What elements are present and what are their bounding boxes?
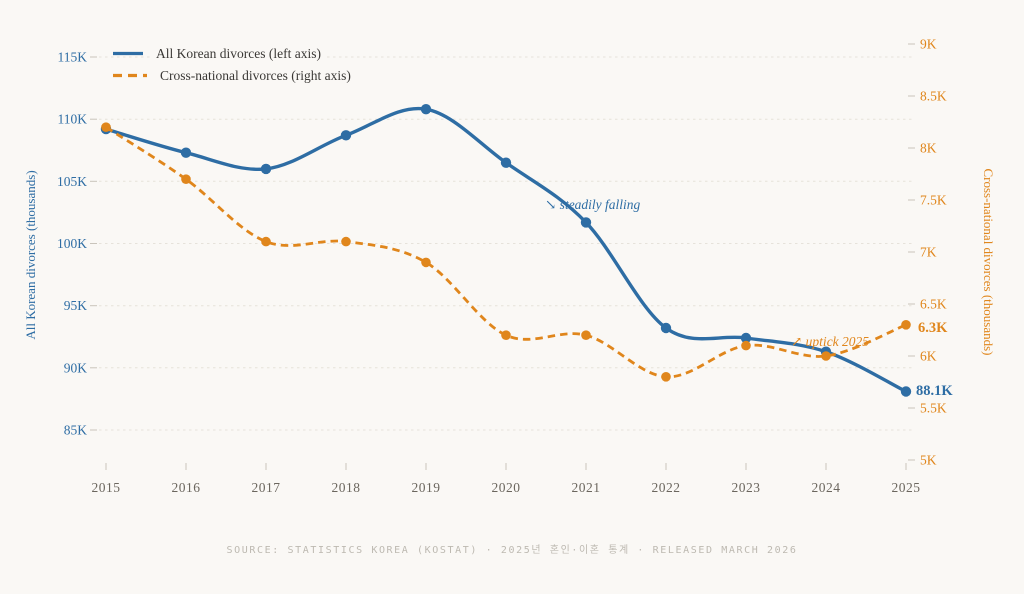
left-axis-tick-label: 115K [58,50,88,65]
legend-item-cross-national-divorces: Cross-national divorces (right axis) [112,68,354,83]
data-label-cross-national-2025: 6.3K [918,320,948,336]
right-axis-tick-label: 6.5K [920,297,947,312]
annotation-uptick-2025: ↗ uptick 2025 [791,334,870,349]
x-axis-year-label: 2021 [572,480,601,495]
all-korean-point-2023 [740,332,752,344]
all-korean-point-2021 [580,217,592,228]
all-korean-point-2022 [660,322,672,334]
cross-national-point-2025 [901,320,911,330]
all-korean-point-2025 [900,386,912,397]
left-axis-tick-label: 105K [57,174,87,189]
dashed-line-swatch-icon [113,73,147,78]
legend-label-all-korean-divorces: All Korean divorces (left axis) [153,46,324,61]
cross-national-point-2020 [501,330,511,341]
left-axis-tick-label: 95K [64,298,88,313]
cross-national-point-2019 [421,257,431,268]
all-korean-point-2017 [260,163,272,175]
cross-national-point-2015 [101,122,111,132]
right-axis-tick-label: 7.5K [920,193,947,208]
cross-national-point-2018 [341,236,351,247]
x-axis-year-label: 2024 [812,480,841,495]
all-korean-point-2019 [420,104,432,115]
x-axis-year-label: 2016 [172,480,201,495]
left-axis-tick-label: 110K [58,112,88,127]
x-axis-year-label: 2025 [892,480,921,495]
right-axis-tick-label: 5.5K [920,401,947,416]
data-label-all-divorces-2025: 88.1K [916,383,953,399]
right-axis-tick-label: 7K [920,245,937,260]
cross-national-point-2023 [741,340,751,351]
cross-national-point-2021 [581,330,591,341]
legend-item-all-korean-divorces: All Korean divorces (left axis) [112,46,354,61]
right-axis-tick-label: 6K [920,349,937,364]
x-axis-year-label: 2023 [732,480,761,495]
x-axis-year-label: 2019 [412,480,441,495]
x-axis-year-label: 2020 [492,480,521,495]
annotation-steadily-falling: ↘ steadily falling [545,197,641,212]
right-axis-tick-label: 5K [920,453,937,468]
x-axis-year-label: 2022 [652,480,681,495]
right-axis-tick-label: 9K [920,37,937,52]
x-axis-year-label: 2017 [252,480,281,495]
right-axis-title: Cross-national divorces (thousands) [981,168,996,356]
left-axis-tick-label: 85K [64,423,88,438]
all-korean-point-2018 [340,130,352,141]
all-korean-point-2020 [500,157,512,168]
x-axis-year-label: 2015 [92,480,121,495]
legend: All Korean divorces (left axis) Cross-na… [112,46,354,83]
right-axis-tick-label: 8.5K [920,89,947,104]
left-axis-tick-label: 90K [64,360,88,375]
right-axis-tick-label: 8K [920,141,937,156]
cross-national-point-2022 [661,372,671,382]
x-axis-year-label: 2018 [332,480,361,495]
solid-line-swatch-icon [113,51,143,56]
left-axis-title: All Korean divorces (thousands) [23,170,38,340]
cross-national-point-2016 [181,174,191,184]
cross-national-point-2017 [261,236,271,247]
source-attribution: SOURCE: STATISTICS KOREA (KOSTAT) · 2025… [226,545,798,556]
cross-national-point-2024 [821,351,831,361]
left-axis-tick-label: 100K [57,236,87,251]
all-korean-point-2016 [180,147,192,158]
legend-label-cross-national-divorces: Cross-national divorces (right axis) [157,68,354,83]
all-korean-divorces-line [105,106,907,394]
